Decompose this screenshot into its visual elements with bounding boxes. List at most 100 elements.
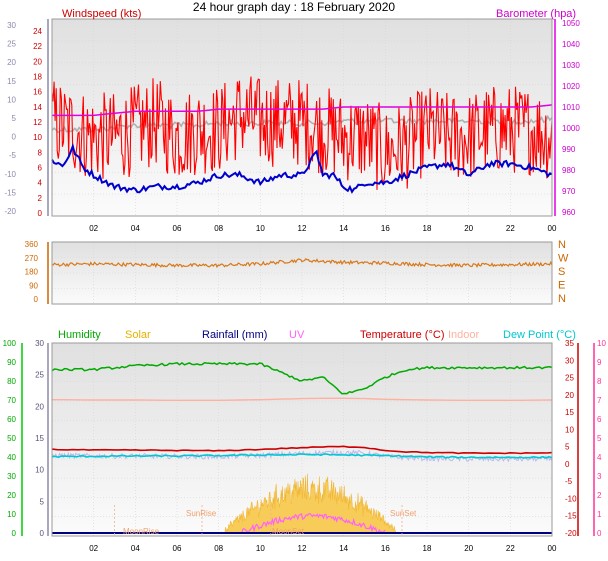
temperature-axis-tick: -10 [565, 494, 577, 503]
wind-panel-hour-label: 22 [506, 224, 515, 233]
rainfall-axis-tick: 10 [35, 466, 44, 475]
humidity-axis-tick: 90 [7, 358, 16, 367]
wind-panel-hour-label: 04 [131, 224, 140, 233]
windspeed-axis-tick: 24 [33, 27, 42, 36]
weather-panel-hour-label: 20 [464, 544, 473, 553]
temperature-axis-tick: 10 [565, 425, 574, 434]
direction-compass-label: S [558, 266, 565, 278]
temperature-axis-tick: -5 [565, 477, 573, 486]
windspeed-gust-line [51, 76, 553, 190]
wind-outer-axis-tick: -5 [9, 151, 17, 160]
temperature-axis-tick: 20 [565, 391, 574, 400]
dewpoint-line [51, 453, 553, 459]
barometer-axis-tick: 980 [562, 166, 576, 175]
humidity-axis-tick: 0 [12, 529, 17, 538]
windspeed-axis-tick: 12 [33, 118, 42, 127]
wind-outer-axis-tick: 30 [7, 21, 16, 30]
wind-outer-axis-tick: 15 [7, 77, 16, 86]
wind-panel-hour-label: 20 [464, 224, 473, 233]
wind-outer-axis-tick: -20 [4, 207, 16, 216]
weather-panel-frame [51, 342, 553, 537]
temperature-axis-tick: 30 [565, 356, 574, 365]
wind-panel-hour-label: 08 [214, 224, 223, 233]
wind-panel-hour-label: 14 [339, 224, 348, 233]
uv-axis-tick: 6 [597, 415, 602, 424]
temperature-axis-tick: 35 [565, 339, 574, 348]
windspeed-axis-tick: 18 [33, 73, 42, 82]
direction-compass-label: N [558, 239, 566, 251]
barometer-axis-label: Barometer (hpa) [496, 8, 576, 20]
uv-axis-tick: 9 [597, 358, 602, 367]
windspeed-axis-tick: 22 [33, 42, 42, 51]
temperature-axis-tick: -15 [565, 512, 577, 521]
barometer-axis-tick: 990 [562, 145, 576, 154]
wind-panel-hour-label: 18 [423, 224, 432, 233]
weather-panel-hour-label: 06 [173, 544, 182, 553]
wind-direction-line [51, 257, 553, 269]
humidity-axis-tick: 50 [7, 434, 16, 443]
barometer-axis-tick: 960 [562, 208, 576, 217]
windspeed-axis-tick: 10 [33, 133, 42, 142]
rainfall-axis-tick: 15 [35, 434, 44, 443]
windspeed-axis-tick: 14 [33, 103, 42, 112]
humidity-axis-tick: 40 [7, 453, 16, 462]
wind-outer-axis-tick: -15 [4, 188, 16, 197]
humidity-axis-tick: 30 [7, 472, 16, 481]
wind-panel-hour-label: 02 [89, 224, 98, 233]
weather-panel-hour-label: 10 [256, 544, 265, 553]
wind-panel-hour-label: 12 [298, 224, 307, 233]
wind-panel-hour-label: 00 [548, 224, 557, 233]
weather-panel-hour-label: 18 [423, 544, 432, 553]
windspeed-average-line [51, 142, 553, 194]
barometer-axis-tick: 1030 [562, 61, 580, 70]
legend-indoor: Indoor [448, 329, 480, 341]
wind-panel-hour-label: 16 [381, 224, 390, 233]
temperature-axis-tick: 0 [565, 460, 570, 469]
uv-axis-tick: 8 [597, 377, 602, 386]
humidity-axis-tick: 60 [7, 415, 16, 424]
sunrise-annotation: SunRise [186, 509, 217, 518]
windspeed-axis-tick: 4 [38, 179, 43, 188]
wind-panel-frame [51, 18, 553, 217]
humidity-axis-tick: 80 [7, 377, 16, 386]
direction-axis-tick: 360 [25, 240, 39, 249]
uv-axis-tick: 7 [597, 396, 602, 405]
sunset-annotation: SunSet [390, 509, 417, 518]
weather-panel-hour-label: 00 [548, 544, 557, 553]
wind-outer-axis-tick: 10 [7, 95, 16, 104]
barometer-axis-tick: 1040 [562, 40, 580, 49]
rainfall-axis-tick: 0 [40, 529, 45, 538]
weather-panel-hour-label: 22 [506, 544, 515, 553]
direction-axis-tick: 90 [29, 281, 38, 290]
weather-panel-hour-label: 02 [89, 544, 98, 553]
legend-uv: UV [289, 329, 305, 341]
temperature-line [51, 445, 553, 455]
direction-axis-tick: 180 [25, 268, 39, 277]
wind-outer-axis-tick: 20 [7, 58, 16, 67]
barometer-line [52, 104, 553, 117]
direction-axis-tick: 270 [25, 254, 39, 263]
uv-axis-tick: 0 [597, 529, 602, 538]
legend-humidity: Humidity [58, 329, 101, 341]
chart-title: 24 hour graph day : 18 February 2020 [193, 0, 395, 14]
humidity-axis-tick: 20 [7, 491, 16, 500]
legend-solar: Solar [125, 329, 151, 341]
indoor-temperature-line [52, 397, 553, 401]
moonrise-annotation: MoonRise [123, 527, 160, 536]
humidity-axis-tick: 10 [7, 510, 16, 519]
rainfall-axis-tick: 5 [40, 497, 45, 506]
barometer-axis-tick: 1010 [562, 103, 580, 112]
temperature-axis-tick: 15 [565, 408, 574, 417]
direction-panel-frame [51, 241, 553, 305]
uv-axis-tick: 10 [597, 339, 606, 348]
weather-panel-hour-label: 04 [131, 544, 140, 553]
uv-line [239, 512, 386, 534]
temperature-axis-tick: 5 [565, 443, 570, 452]
direction-compass-label: E [558, 280, 565, 292]
barometer-axis-tick: 1020 [562, 82, 580, 91]
direction-compass-label: W [558, 253, 569, 265]
barometer-axis-tick: 970 [562, 187, 576, 196]
windspeed-axis-tick: 8 [38, 148, 43, 157]
legend-temperature: Temperature (°C) [360, 329, 444, 341]
